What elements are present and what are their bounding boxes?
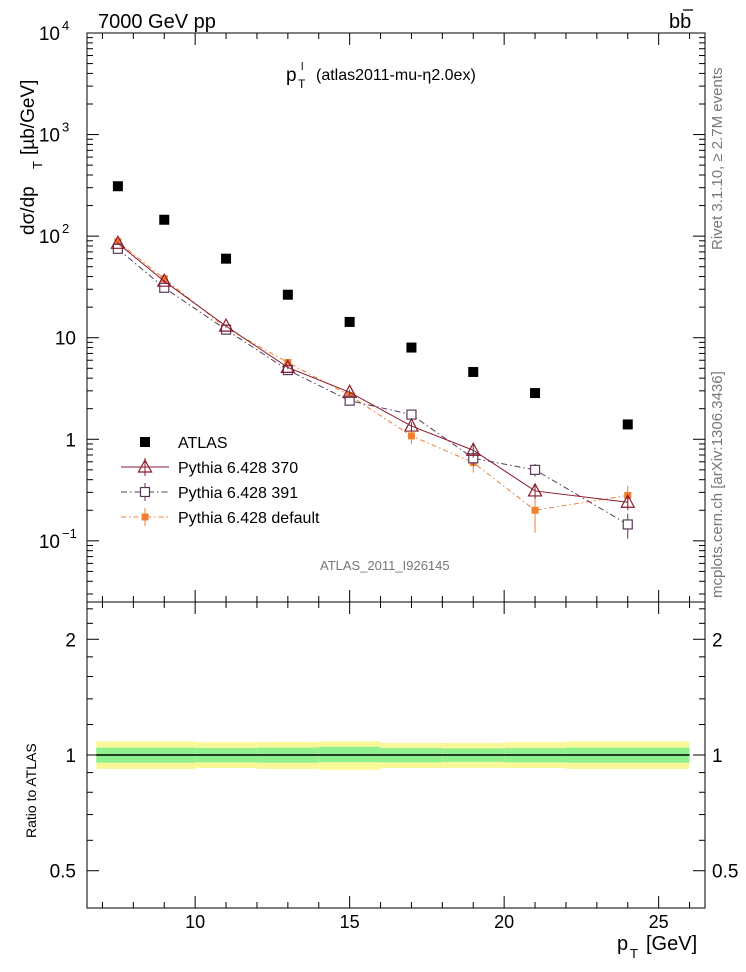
- data-point: [403, 417, 419, 432]
- legend-marker: [141, 513, 149, 521]
- legend-marker: [137, 458, 153, 473]
- data-point: [282, 364, 293, 376]
- legend: ATLAS Pythia 6.428 370 Pythia 6.428 391 Pyt…: [121, 435, 320, 527]
- data-point: [280, 359, 296, 374]
- ylabel-unit: [µb/GeV]: [18, 80, 39, 155]
- legend-entry: Pythia 6.428 370: [121, 458, 298, 477]
- ylabel-sub: T: [30, 161, 45, 169]
- ratio-y-tick-label: 1: [65, 746, 76, 767]
- x-axis-label: p T [GeV]: [617, 933, 697, 961]
- data-point: [406, 342, 417, 353]
- bottom-y-axis-label: Ratio to ATLAS: [23, 743, 39, 838]
- data-point: [112, 181, 123, 192]
- x-tick-label: 25: [649, 912, 669, 932]
- data-point: [622, 519, 633, 530]
- y-tick-exponent: 2: [62, 221, 69, 236]
- data-point: [282, 289, 293, 300]
- title-sub: T: [298, 77, 306, 91]
- data-point: [344, 316, 355, 327]
- data-point: [342, 384, 358, 398]
- title-sup: l: [301, 61, 303, 73]
- legend-label: Pythia 6.428 391: [178, 485, 298, 502]
- y-tick-label: 1: [65, 430, 76, 451]
- data-point: [159, 214, 170, 225]
- series-square-open: [112, 243, 633, 539]
- legend-marker: [140, 437, 150, 447]
- ratio-y-tick-label-right: 0.5: [712, 862, 738, 883]
- data-point: [156, 272, 172, 287]
- data-point: [527, 482, 543, 497]
- y-tick-exponent: 4: [62, 18, 69, 33]
- data-point: [530, 388, 541, 399]
- xlabel-unit: [GeV]: [646, 933, 697, 955]
- ylabel-main: dσ/dp: [18, 186, 39, 235]
- data-point: [346, 391, 354, 399]
- y-tick-label: 10: [39, 24, 60, 45]
- data-point: [620, 493, 636, 508]
- y-tick-label: 10: [55, 329, 76, 350]
- data-point: [468, 366, 479, 377]
- data-point: [344, 395, 355, 406]
- title-rest: (atlas2011-mu-η2.0ex): [316, 67, 476, 84]
- data-point: [159, 282, 170, 293]
- title-main: p: [286, 65, 297, 86]
- top-y-axis-label: dσ/dp T [µb/GeV]: [18, 80, 45, 235]
- y-tick-label: 10: [39, 126, 60, 147]
- ratio-y-tick-label-right: 2: [712, 630, 723, 651]
- x-tick-label: 20: [494, 912, 514, 932]
- mcplots-label: mcplots.cern.ch [arXiv:1306.3436]: [709, 371, 726, 598]
- x-tick-label: 10: [185, 912, 205, 932]
- xlabel-sub: T: [630, 946, 638, 961]
- legend-entry: ATLAS: [140, 435, 228, 452]
- data-point: [622, 419, 633, 430]
- watermark: ATLAS_2011_I926145: [320, 558, 450, 573]
- legend-label: Pythia 6.428 default: [178, 510, 320, 527]
- ratio-panel: 10 15 20 25 0.5 0.5 1 1 2 2: [50, 601, 738, 932]
- ratio-y-tick-label-right: 1: [712, 746, 723, 767]
- data-point: [531, 506, 539, 514]
- ratio-y-tick-label: 2: [65, 630, 76, 651]
- series-triangle: [110, 235, 636, 511]
- y-tick-label: 10: [39, 227, 60, 248]
- data-point: [284, 359, 292, 367]
- legend-entry: Pythia 6.428 default: [121, 508, 320, 527]
- legend-label: Pythia 6.428 370: [178, 460, 298, 477]
- process-label: bb: [669, 11, 691, 33]
- y-tick-exponent: −1: [62, 526, 77, 541]
- data-point: [406, 409, 417, 420]
- energy-label: 7000 GeV pp: [98, 11, 216, 33]
- legend-label: ATLAS: [178, 435, 228, 452]
- series-data: [112, 181, 633, 430]
- ratio-y-tick-label: 0.5: [50, 862, 76, 883]
- legend-entry: Pythia 6.428 391: [121, 483, 298, 502]
- y-tick-label: 10: [39, 532, 60, 553]
- data-point: [110, 235, 126, 249]
- legend-marker: [139, 486, 151, 498]
- data-point: [160, 275, 168, 283]
- y-tick-exponent: 3: [62, 120, 69, 135]
- data-point: [465, 441, 481, 456]
- xlabel-main: p: [617, 933, 628, 955]
- data-point: [218, 317, 234, 332]
- x-tick-label: 15: [340, 912, 360, 932]
- data-point: [529, 464, 541, 475]
- series-line: [117, 248, 629, 525]
- plot-title: p T l (atlas2011-mu-η2.0ex): [286, 61, 476, 91]
- data-point: [221, 253, 232, 264]
- rivet-label: Rivet 3.1.10, ≥ 2.7M events: [709, 68, 726, 251]
- data-point: [407, 432, 415, 440]
